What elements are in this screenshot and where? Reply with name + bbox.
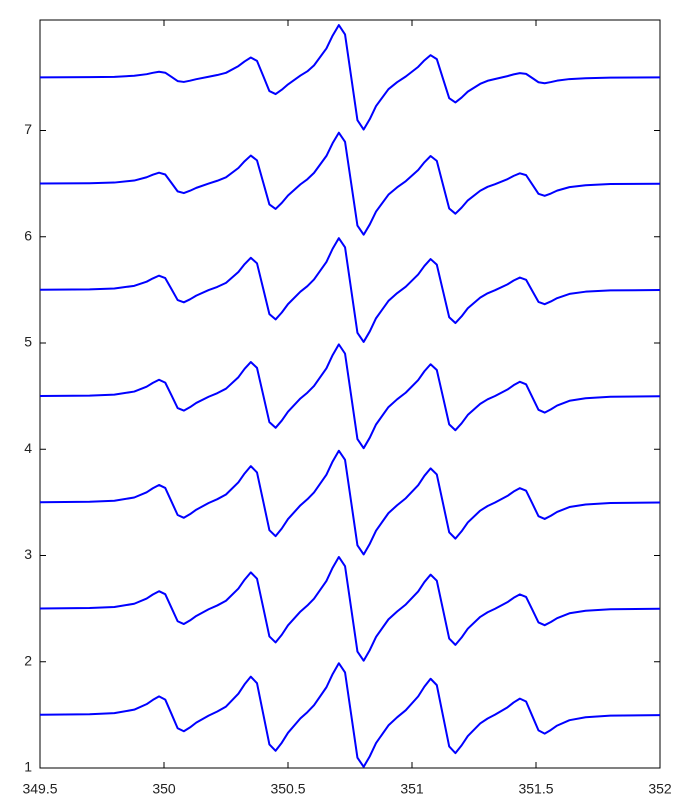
spectrum-line (39, 343, 661, 450)
y-tick-label: 7 (24, 121, 32, 137)
spectrum-line (39, 662, 661, 768)
x-tick-label: 350 (152, 781, 176, 797)
y-tick-label: 4 (24, 440, 32, 456)
y-tick-label: 3 (24, 546, 32, 562)
x-tick-label: 351.5 (518, 781, 553, 797)
y-tick-label: 1 (24, 759, 32, 775)
y-tick-label: 6 (24, 227, 32, 243)
spectrum-line (39, 555, 661, 662)
spectrum-line (39, 237, 661, 343)
spectrum-line (39, 131, 661, 236)
x-tick-label: 352 (648, 781, 672, 797)
x-tick-label: 351 (400, 781, 424, 797)
y-tick-label: 2 (24, 652, 32, 668)
spectrum-line (39, 24, 661, 131)
y-tick-label: 5 (24, 334, 32, 350)
x-tick-label: 349.5 (22, 781, 57, 797)
x-tick-label: 350.5 (270, 781, 305, 797)
spectrum-line (39, 449, 661, 556)
